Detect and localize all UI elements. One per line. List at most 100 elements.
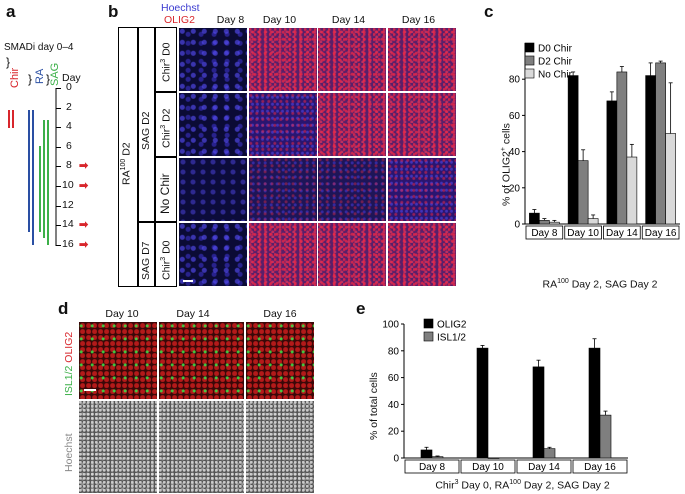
d-col-day10: Day 10 (105, 308, 139, 320)
bar-d0-chir (645, 75, 656, 225)
day-tick (56, 146, 61, 148)
row3-label: No Chir (158, 173, 172, 214)
day-tick-label: 2 (66, 100, 72, 113)
y-tick-label: 20 (509, 183, 521, 194)
y-tick-label: 60 (509, 111, 521, 122)
day-tick-label: 16 (62, 237, 74, 250)
day-tick-label: 14 (62, 218, 74, 231)
b-img-r1-day14 (318, 28, 386, 91)
day-tick (56, 127, 61, 129)
legend-label: No Chir (538, 70, 573, 81)
b-img-r2-day10 (249, 93, 317, 156)
bar-no-chir (549, 221, 560, 225)
b-img-r4-day8 (179, 223, 247, 286)
y-tick-label: 40 (388, 400, 400, 411)
chir-brace: } (6, 55, 11, 69)
day-axis-label: Day (62, 72, 81, 84)
b-img-r3-day8 (179, 158, 247, 221)
day-tick-label: 4 (66, 120, 72, 133)
bar-isl1-2 (487, 457, 500, 459)
bar-no-chir (587, 218, 599, 225)
sag-d2-label: SAG D2 (140, 111, 152, 150)
timeline-graphic (8, 88, 57, 246)
x-tick-label: Day 8 (419, 462, 446, 473)
panel-label-d: d (58, 299, 69, 318)
d-img-isl-day16 (246, 322, 314, 399)
y-tick-label: 0 (393, 454, 399, 465)
b-img-r1-day16 (388, 28, 456, 91)
bar-d0-chir (606, 100, 618, 225)
legend-label: D0 Chir (538, 44, 573, 55)
olig2-legend: OLIG2 (164, 14, 195, 26)
day-tick-label: 8 (66, 159, 72, 172)
day-tick (56, 205, 61, 207)
bar-d2-chir (577, 160, 589, 225)
bar-no-chir (626, 156, 638, 225)
b-img-r2-day8 (179, 93, 247, 156)
legend-swatch (423, 318, 434, 329)
day-tick-label: 0 (66, 81, 72, 93)
day-arrow-icon: ➡ (79, 219, 89, 232)
row4-box (155, 222, 177, 287)
row3-box (155, 157, 177, 222)
day-tick-label: 12 (62, 198, 74, 211)
x-tick-label: Day 10 (472, 462, 504, 473)
chart-c: 0 20 40 60 80 Day 8 Day 10 Day 14 Day 16 D0 Chir D… (509, 42, 680, 240)
day-arrow-icon: ➡ (79, 238, 89, 251)
bar-isl1-2 (431, 456, 444, 459)
bar-d2-chir (616, 71, 628, 225)
legend-swatch (524, 55, 535, 66)
d-img-hoechst-day14 (159, 401, 244, 493)
c-x-axis-label: RA100 Day 2, SAG Day 2 (542, 278, 658, 291)
day-tick (56, 244, 61, 246)
bar-no-chir (665, 133, 676, 225)
d-scale-bar (84, 389, 96, 391)
y-tick-label: 100 (382, 320, 399, 331)
y-tick-label: 40 (509, 147, 521, 158)
d-img-hoechst-day10 (79, 401, 157, 493)
row2-box (155, 92, 177, 157)
legend-swatch (524, 68, 535, 79)
y-tick-label: 80 (509, 75, 521, 86)
ra-group-label: RA100 D2 (120, 142, 133, 185)
bar-isl1-2 (599, 414, 612, 459)
legend-label: ISL1/2 (437, 333, 466, 344)
b-img-r4-day14 (318, 223, 386, 286)
panel-label-c: c (484, 2, 494, 21)
bar-olig2 (588, 347, 601, 459)
b-col-day10: Day 10 (262, 14, 297, 26)
legend-swatch (423, 331, 434, 342)
smadi-label: SMADi day 0–4 (4, 42, 74, 53)
b-img-r4-day10 (249, 223, 317, 286)
e-x-axis-label: Chir3 Day 0, RA100 Day 2, SAG Day 2 (435, 479, 610, 492)
day-tick (56, 107, 61, 109)
d-img-isl-day14 (159, 322, 244, 399)
y-tick-label: 80 (388, 346, 400, 357)
bar-olig2 (420, 449, 433, 459)
d-img-isl-day10 (79, 322, 157, 399)
b-img-r3-day16 (388, 158, 456, 221)
d-row2-label: Hoechst (63, 433, 75, 472)
day-arrow-icon: ➡ (79, 180, 89, 192)
row1-label: Chir3 D0 (160, 42, 173, 82)
chart-e: 0 20 40 60 80 100 Day 8 Day 10 Day 14 Day 16 OLIG2… (382, 318, 628, 474)
b-img-r2-day14 (318, 93, 386, 156)
b-img-r1-day10 (249, 28, 317, 91)
y-tick-label: 60 (388, 373, 400, 384)
bar-d2-chir (539, 220, 550, 225)
d-row1-label: ISL1/2 OLIG2 (63, 331, 75, 396)
y-tick-label: 0 (514, 220, 520, 231)
b-col-day14: Day 14 (331, 14, 366, 26)
day-tick-label: 10 (62, 179, 74, 191)
bar-olig2 (476, 347, 489, 459)
b-img-r2-day16 (388, 93, 456, 156)
day-tick-label: 6 (66, 139, 72, 152)
day-tick (56, 88, 61, 89)
panel-label-b: b (108, 2, 119, 21)
bar-isl1-2 (543, 448, 556, 459)
category-box (404, 459, 460, 474)
bar-d0-chir (529, 212, 540, 225)
sag-d7-box (138, 222, 155, 287)
b-img-r4-day16 (388, 223, 456, 286)
panel-label-e: e (356, 299, 366, 318)
